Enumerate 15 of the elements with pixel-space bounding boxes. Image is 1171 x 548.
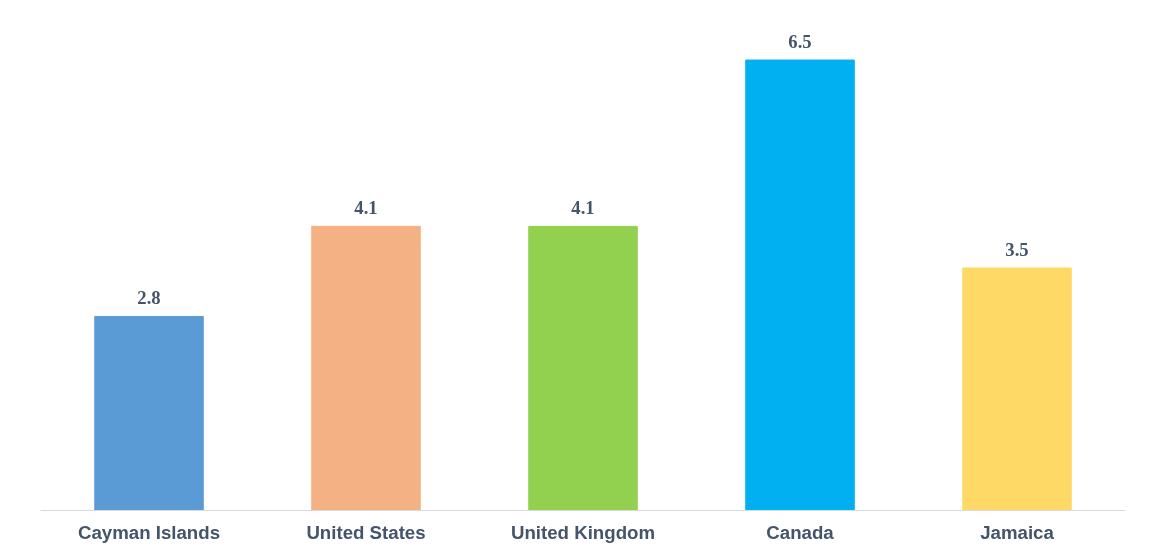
- data-label: 6.5: [788, 31, 812, 53]
- data-label: 4.1: [571, 197, 595, 219]
- x-tick-label: Canada: [766, 521, 835, 543]
- x-tick-label: Cayman Islands: [77, 521, 221, 543]
- bar: [311, 225, 421, 511]
- x-tick-label: United Kingdom: [510, 521, 656, 543]
- data-label: 2.8: [137, 287, 161, 309]
- data-label: 4.1: [354, 197, 378, 219]
- data-label: 3.5: [1005, 238, 1029, 260]
- bar: [528, 225, 638, 511]
- bar: [745, 59, 855, 511]
- bar: [94, 315, 204, 511]
- x-tick-label: Jamaica: [980, 521, 1055, 543]
- bar: [962, 267, 1072, 511]
- x-tick-label: United States: [306, 521, 426, 543]
